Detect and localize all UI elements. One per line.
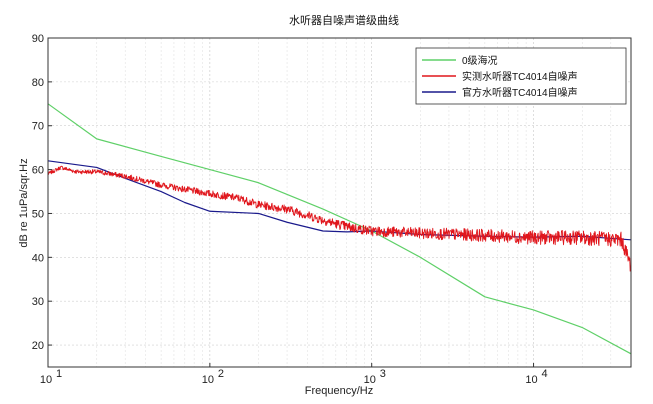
y-axis-label: dB re 1uPa/sqr.Hz [18, 158, 30, 247]
x-tick-label: 10 [364, 374, 376, 386]
y-tick-label: 20 [32, 340, 44, 352]
legend-entry: 实测水听器TC4014自噪声 [462, 70, 578, 83]
series-line-1 [47, 165, 632, 272]
plot-series [47, 103, 632, 355]
y-tick-label: 60 [32, 165, 44, 177]
legend-entry: 0级海况 [462, 54, 498, 67]
x-tick-exponent: 4 [542, 368, 548, 380]
y-tick-label: 70 [32, 121, 44, 133]
x-tick-exponent: 1 [56, 368, 62, 380]
x-tick-label: 10 [40, 374, 52, 386]
legend-entry: 官方水听器TC4014自噪声 [462, 86, 578, 99]
x-axis-ticks: 10 1 10 2 10 3 10 4 [40, 363, 548, 386]
plot-frame [47, 37, 632, 368]
y-tick-label: 40 [32, 252, 44, 264]
series-line-0 [47, 103, 632, 355]
y-tick-label: 90 [32, 33, 44, 45]
y-axis-ticks: 20 30 40 50 60 70 80 90 [32, 33, 52, 352]
x-tick-exponent: 3 [380, 368, 386, 380]
chart-title: 水听器自噪声谱级曲线 [289, 13, 399, 27]
y-tick-label: 80 [32, 77, 44, 89]
x-tick-label: 10 [525, 374, 537, 386]
y-tick-label: 50 [32, 208, 44, 220]
y-tick-label: 30 [32, 296, 44, 308]
x-tick-exponent: 2 [218, 368, 224, 380]
legend-box [415, 47, 627, 105]
x-tick-label: 10 [202, 374, 214, 386]
x-axis-label: Frequency/Hz [305, 385, 373, 397]
